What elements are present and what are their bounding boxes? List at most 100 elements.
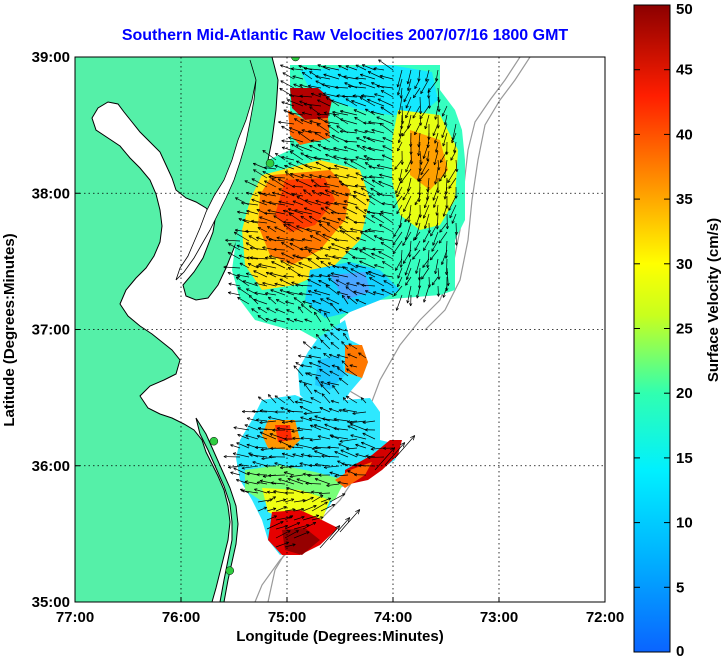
velocity-arrow bbox=[427, 78, 439, 93]
velocity-arrow bbox=[324, 334, 331, 341]
velocity-arrow bbox=[318, 273, 331, 278]
velocity-arrow bbox=[284, 498, 295, 503]
velocity-arrow bbox=[236, 442, 250, 449]
velocity-arrow bbox=[305, 154, 322, 161]
colorbar-tick-label: 10 bbox=[676, 515, 693, 532]
velocity-arrow bbox=[299, 406, 313, 413]
velocity-arrow bbox=[327, 262, 340, 269]
velocity-arrow bbox=[359, 249, 376, 260]
velocity-arrow bbox=[255, 445, 268, 450]
velocity-arrow bbox=[302, 300, 313, 305]
velocity-arrow bbox=[286, 486, 304, 494]
velocity-arrow bbox=[307, 129, 322, 134]
velocity-arrow bbox=[364, 428, 376, 432]
velocity-arrow bbox=[273, 490, 286, 494]
outer-banks bbox=[195, 417, 239, 602]
velocity-arrow bbox=[353, 220, 367, 225]
velocity-arrow bbox=[284, 530, 299, 539]
velocity-arrow bbox=[397, 96, 403, 115]
velocity-arrow bbox=[448, 195, 457, 211]
velocity-arrow bbox=[448, 177, 457, 189]
radar-sites bbox=[209, 57, 300, 575]
velocity-arrow bbox=[392, 240, 403, 255]
velocity-arrow bbox=[302, 522, 317, 530]
velocity-arrow bbox=[294, 118, 304, 125]
velocity-arrow bbox=[266, 307, 277, 314]
velocity-arrow bbox=[245, 434, 259, 440]
velocity-arrow bbox=[323, 182, 340, 188]
velocity-arrow bbox=[309, 235, 322, 242]
velocity-arrow bbox=[442, 285, 448, 298]
radar-site-marker bbox=[291, 57, 300, 62]
velocity-arrow bbox=[237, 433, 250, 440]
velocity-arrow bbox=[245, 229, 259, 234]
velocity-arrow bbox=[266, 521, 284, 530]
velocity-arrow bbox=[268, 201, 286, 206]
velocity-arrow bbox=[404, 258, 412, 276]
velocity-arrow bbox=[233, 426, 250, 431]
velocity-arrow bbox=[355, 298, 367, 305]
velocity-arrow bbox=[325, 284, 340, 296]
velocity-arrow bbox=[427, 222, 431, 234]
velocity-arrow bbox=[346, 368, 358, 377]
velocity-arrow bbox=[343, 146, 358, 152]
velocity-arrow bbox=[451, 213, 457, 224]
velocity-arrow bbox=[443, 114, 448, 126]
velocity-arrow bbox=[256, 481, 268, 485]
velocity-arrow bbox=[316, 112, 331, 116]
velocity-arrow bbox=[352, 256, 367, 260]
velocity-arrow bbox=[443, 159, 448, 179]
velocity-arrow bbox=[297, 131, 313, 143]
velocity-arrow bbox=[330, 342, 340, 350]
velocity-arrow bbox=[402, 186, 412, 201]
velocity-arrow bbox=[423, 213, 430, 229]
velocity-arrow bbox=[343, 332, 349, 341]
velocity-arrow bbox=[402, 231, 412, 246]
velocity-arrow bbox=[378, 237, 394, 242]
velocity-arrow bbox=[228, 243, 241, 251]
velocity-arrow bbox=[267, 296, 277, 305]
velocity-arrow bbox=[335, 279, 349, 287]
velocity-arrow bbox=[237, 210, 250, 215]
velocity-arrow bbox=[414, 195, 421, 206]
velocity-arrow bbox=[423, 285, 430, 303]
velocity-arrow bbox=[326, 483, 340, 487]
velocity-arrow bbox=[312, 299, 322, 305]
velocity-arrow bbox=[266, 490, 277, 494]
colorbar-ticks: 0 5 10 15 20 25 30 35 40 45 50 bbox=[634, 1, 693, 659]
velocity-arrow bbox=[350, 159, 367, 170]
velocity-arrow bbox=[313, 156, 331, 161]
velocity-arrow bbox=[281, 146, 295, 152]
y-tick-label: 36:00 bbox=[32, 458, 70, 475]
velocity-arrow bbox=[394, 435, 416, 459]
velocity-arrow bbox=[445, 213, 449, 230]
velocity-arrow bbox=[329, 493, 346, 503]
velocity-arrow bbox=[324, 120, 340, 125]
velocity-arrow bbox=[223, 265, 241, 269]
velocity-arrow bbox=[275, 530, 291, 539]
velocity-arrow bbox=[396, 204, 403, 215]
velocity-arrow bbox=[264, 211, 277, 216]
velocity-arrow bbox=[301, 111, 313, 116]
colorbar-tick-label: 25 bbox=[676, 321, 693, 338]
velocity-arrow bbox=[361, 94, 376, 98]
velocity-arrow bbox=[276, 236, 295, 242]
velocity-arrow bbox=[322, 146, 340, 152]
velocity-arrow bbox=[264, 180, 277, 188]
velocity-arrow bbox=[333, 417, 349, 422]
velocity-arrow bbox=[287, 409, 304, 413]
velocity-arrow bbox=[423, 231, 430, 243]
velocity-arrow bbox=[324, 423, 340, 431]
velocity-arrow bbox=[324, 312, 331, 323]
velocity-arrow bbox=[269, 433, 286, 440]
velocity-arrow bbox=[276, 426, 295, 431]
velocity-arrow bbox=[393, 222, 403, 238]
velocity-arrow bbox=[257, 506, 268, 512]
velocity-arrow bbox=[334, 451, 349, 458]
velocity-arrow bbox=[380, 106, 394, 116]
velocity-arrow bbox=[304, 246, 322, 251]
velocity-arrow bbox=[364, 162, 376, 170]
velocity-arrow bbox=[267, 416, 286, 422]
velocity-arrow bbox=[314, 477, 331, 485]
velocity-arrow bbox=[346, 282, 358, 287]
